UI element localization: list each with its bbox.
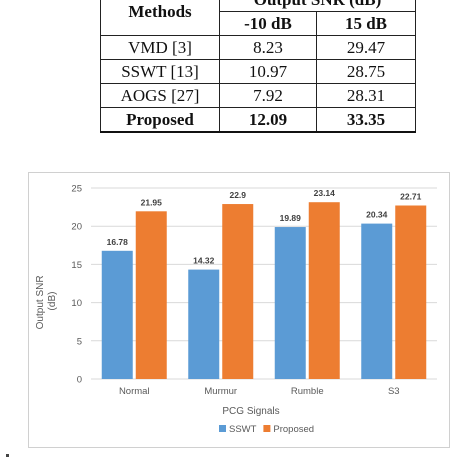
value-cell: 8.23 [219,35,317,60]
value-cell: 33.35 [316,107,416,133]
y-tick-label: 15 [71,260,82,271]
value-cell: 10.97 [219,59,317,84]
data-label: 14.32 [193,256,215,266]
y-tick-labels: 0 5 10 15 20 25 [71,184,82,386]
y-tick-label: 20 [71,222,82,233]
15db-header: 15 dB [316,11,416,36]
data-label: 21.95 [141,197,163,207]
value-cell: 28.75 [316,59,416,84]
legend-label: Proposed [273,424,314,435]
data-labels: 16.78 21.95 14.32 22.9 19.89 23.14 20.34 22.71 [107,188,422,265]
legend-label: SSWT [229,424,257,435]
data-label: 20.34 [366,210,388,220]
bar-sswt [188,269,220,379]
value-cell: 12.09 [219,107,317,133]
y-tick-label: 0 [77,375,82,386]
method-cell: VMD [3] [100,35,220,60]
method-cell: AOGS [27] [100,83,220,108]
bar-sswt [361,223,393,379]
x-tick-label: Normal [119,386,150,397]
y-tick-label: 5 [77,336,82,347]
output-snr-header: Output SNR (dB) [219,0,416,12]
table-row: VMD [3] 8.23 29.47 [100,35,416,60]
y-axis-label-line1: Output SNR [35,275,46,329]
legend-swatch [219,425,226,432]
data-label: 22.9 [229,190,246,200]
minus10db-header: -10 dB [219,11,317,36]
bar-proposed [308,202,340,379]
bars [101,202,427,379]
value-cell: 28.31 [316,83,416,108]
y-tick-label: 10 [71,298,82,309]
y-axis-label: Output SNR (dB) [35,273,58,330]
table-row: Proposed 12.09 33.35 [100,107,416,133]
x-tick-label: S3 [388,386,400,397]
legend-swatch [263,425,271,432]
x-tick-label: Rumble [291,386,324,397]
table-row: SSWT [13] 10.97 28.75 [100,59,416,84]
value-cell: 29.47 [316,35,416,60]
data-label: 22.71 [400,191,422,201]
bar-chart: 0 5 10 15 20 25 16.78 21.95 14.32 22.9 19.89 23.14… [35,184,437,435]
method-cell: SSWT [13] [100,59,220,84]
x-tick-labels: Normal Murmur Rumble S3 [119,386,400,397]
bar-proposed [395,205,427,379]
data-label: 19.89 [280,213,302,223]
bar-sswt [274,227,306,379]
x-tick-label: Murmur [204,386,237,397]
value-cell: 7.92 [219,83,317,108]
data-label: 16.78 [107,237,129,247]
legend: SSWT Proposed [219,424,314,435]
data-label: 23.14 [314,188,336,198]
bar-proposed [135,211,167,379]
methods-header: Methods [100,0,220,36]
results-table: Methods Output SNR (dB) -10 dB 15 dB VMD… [100,0,416,133]
chart-frame: 0 5 10 15 20 25 16.78 21.95 14.32 22.9 19.89 23.14… [28,172,450,448]
x-axis-label: PCG Signals [222,406,279,417]
bar-proposed [222,204,254,379]
bar-sswt [101,250,133,379]
table-row: AOGS [27] 7.92 28.31 [100,83,416,108]
y-tick-label: 25 [71,184,82,195]
y-axis-label-line2: (dB) [47,292,58,311]
corner-mark [6,454,9,457]
method-cell: Proposed [100,107,220,133]
